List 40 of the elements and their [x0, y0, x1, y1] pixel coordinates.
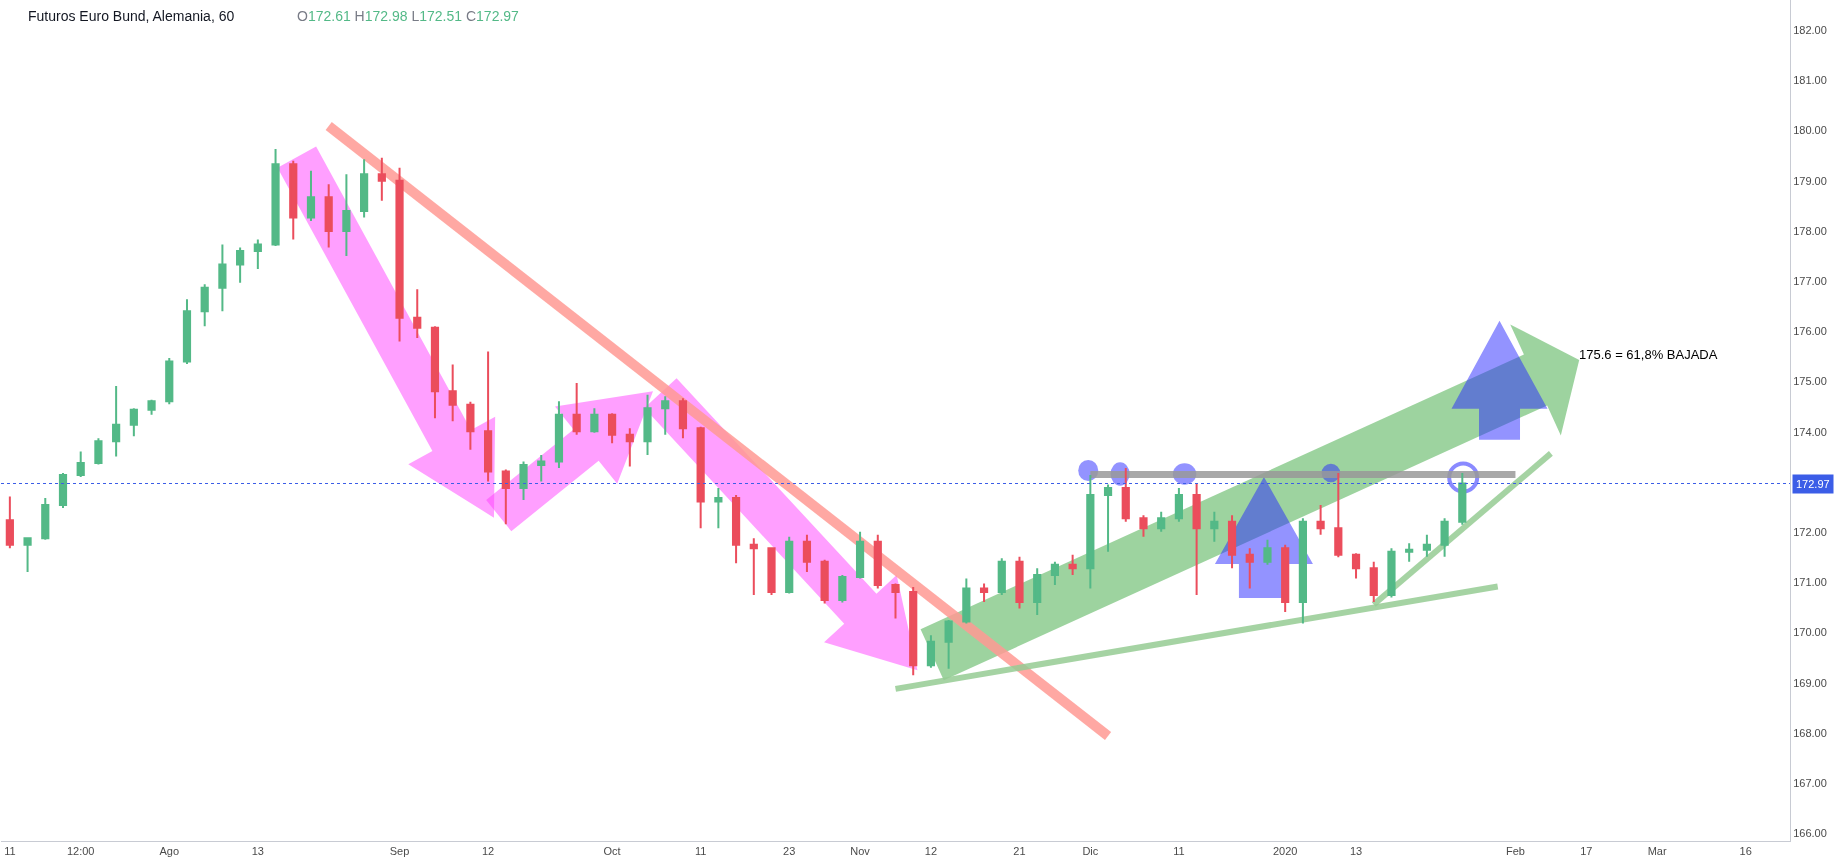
x-tick-label: Sep	[389, 845, 410, 858]
x-tick-label: 12	[481, 845, 495, 858]
x-tick-label: 12	[924, 845, 938, 858]
y-tick-label: 168.00	[1793, 726, 1827, 739]
x-tick-label: 13	[251, 845, 264, 858]
x-tick-label: 11	[1173, 845, 1185, 858]
y-tick-label: 182.00	[1793, 23, 1827, 36]
x-tick-label: 17	[1580, 845, 1593, 858]
ref-line-label: 172.97	[1796, 478, 1830, 490]
x-tick-label: 11	[694, 845, 707, 858]
y-tick-label: 180.00	[1793, 124, 1827, 137]
y-tick-label: 174.00	[1793, 425, 1827, 438]
x-tick-label: 16	[1739, 845, 1752, 858]
text: O172.61 H172.98 L172.51 C172.97	[297, 8, 520, 24]
y-tick-label: 179.00	[1793, 174, 1827, 187]
x-tick-label: Ago	[159, 845, 180, 858]
y-tick-label: 172.00	[1793, 526, 1827, 539]
y-tick-label: 177.00	[1793, 275, 1827, 288]
y-tick-label: 181.00	[1793, 74, 1827, 87]
x-tick-label: 12:00	[66, 845, 95, 858]
y-tick-label: 166.00	[1793, 827, 1827, 840]
y-tick-label: 171.00	[1793, 576, 1827, 589]
y-tick-label: 167.00	[1793, 777, 1827, 790]
x-tick-label: 2020	[1272, 845, 1298, 858]
x-tick-label: Nov	[850, 845, 871, 858]
y-tick-label: 176.00	[1793, 325, 1827, 338]
x-tick-label: Oct	[603, 845, 621, 858]
x-tick-label: Mar	[1647, 845, 1667, 858]
annotation: 175.6 = 61,8% BAJADA	[1579, 347, 1718, 362]
x-tick-label: 23	[783, 845, 796, 858]
x-tick-label: 21	[1013, 845, 1026, 858]
x-tick-label: Dic	[1082, 845, 1099, 858]
x-tick-label: Feb	[1505, 845, 1525, 858]
y-tick-label: 178.00	[1793, 224, 1827, 237]
y-tick-label: 170.00	[1793, 626, 1827, 639]
x-tick-label: 11	[4, 845, 16, 858]
y-tick-label: 169.00	[1793, 676, 1827, 689]
y-tick-label: 175.00	[1793, 375, 1827, 388]
text: Futuros Euro Bund, Alemania, 60	[28, 8, 235, 24]
x-tick-label: 13	[1349, 845, 1363, 858]
